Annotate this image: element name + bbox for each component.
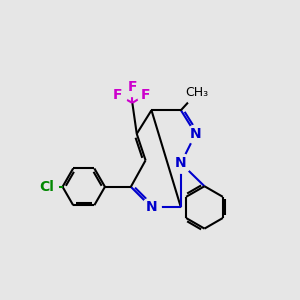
Text: N: N	[190, 127, 202, 141]
Text: N: N	[146, 200, 157, 214]
Text: F: F	[113, 88, 122, 102]
Text: Cl: Cl	[39, 180, 54, 194]
Text: CH₃: CH₃	[185, 86, 209, 99]
Text: F: F	[141, 88, 150, 102]
Text: N: N	[175, 156, 187, 170]
Text: F: F	[128, 80, 137, 94]
